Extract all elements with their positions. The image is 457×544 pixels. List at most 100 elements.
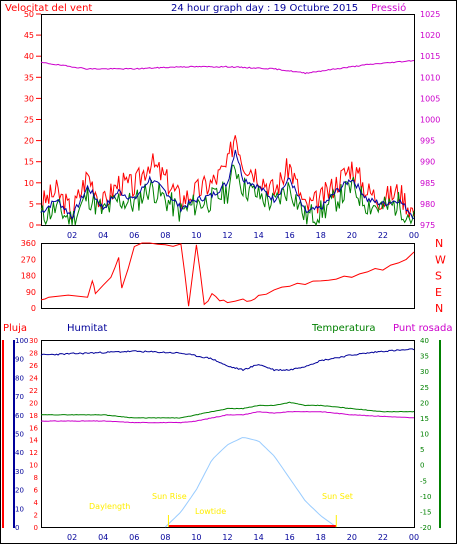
header-right-label: Pressió bbox=[371, 2, 406, 14]
label-dewpoint: Punt rosada bbox=[393, 323, 452, 334]
humidity-axis-label: 30 bbox=[15, 468, 24, 476]
wind-axis-label: 45 bbox=[24, 31, 34, 40]
annotation-sunrise: Sun Rise bbox=[152, 492, 187, 501]
wind-axis-label: 15 bbox=[24, 158, 34, 167]
pressure-axis-label: 1010 bbox=[420, 73, 440, 82]
pressure-line bbox=[40, 60, 415, 75]
panel-wind-left-axis: 0 5 10 15 20 25 30 35 40 45 50 bbox=[24, 10, 41, 230]
annotation-lowtide: Lowtide bbox=[195, 507, 226, 516]
panel-humidity-axis-lines bbox=[2, 340, 441, 528]
label-rain: Pluja bbox=[3, 323, 27, 334]
direction-axis-label: 270 bbox=[21, 255, 36, 264]
rain-axis-label: 20 bbox=[29, 399, 38, 407]
temp-axis-label: -10 bbox=[420, 493, 431, 501]
rain-axis-label: 28 bbox=[29, 349, 38, 357]
temp-axis-label: -15 bbox=[420, 508, 431, 516]
compass-label: W bbox=[435, 253, 446, 266]
temp-axis-label: 20 bbox=[420, 399, 429, 407]
wind-axis-label: 50 bbox=[24, 10, 34, 19]
humidity-axis-label: 10 bbox=[15, 505, 24, 513]
wind-axis-label: 30 bbox=[24, 94, 34, 103]
humidity-axis-label: 50 bbox=[15, 431, 24, 439]
annotation-daylength: Daylength bbox=[89, 502, 130, 511]
x-tick-label: 06 bbox=[129, 231, 139, 240]
pressure-axis-label: 975 bbox=[420, 221, 435, 230]
rain-axis-label: 30 bbox=[29, 337, 38, 345]
temperature-line bbox=[40, 401, 415, 419]
wind-axis-label: 0 bbox=[29, 221, 34, 230]
x-tick-label: 10 bbox=[191, 231, 201, 240]
x-tick-label: 12 bbox=[222, 231, 232, 240]
panel-wind-frame bbox=[41, 14, 415, 226]
temp-axis-label: 5 bbox=[420, 446, 424, 454]
x-tick-label: 16 bbox=[285, 533, 295, 542]
compass-label: N bbox=[435, 302, 443, 315]
header-left-label: Velocitat del vent bbox=[5, 3, 92, 14]
humidity-axis-label: 100 bbox=[15, 337, 28, 345]
annotation-sunset: Sun Set bbox=[322, 492, 353, 501]
wind-axis-label: 25 bbox=[24, 116, 34, 125]
wind-axis-label: 5 bbox=[29, 200, 34, 209]
rain-axis-label: 22 bbox=[29, 387, 38, 395]
pressure-axis-label: 985 bbox=[420, 179, 435, 188]
pressure-axis-label: 1020 bbox=[420, 31, 440, 40]
rain-axis-label: 14 bbox=[29, 437, 38, 445]
x-tick-label: 20 bbox=[347, 533, 357, 542]
compass-label: N bbox=[435, 237, 443, 250]
x-tick-label: 22 bbox=[378, 533, 388, 542]
rain-axis-label: 6 bbox=[34, 487, 39, 495]
pressure-axis-label: 1005 bbox=[420, 94, 440, 103]
humidity-line bbox=[40, 348, 415, 372]
rain-axis-label: 26 bbox=[29, 362, 38, 370]
pressure-axis-label: 980 bbox=[420, 200, 435, 209]
wind-axis-label: 10 bbox=[24, 179, 34, 188]
rain-axis-label: 24 bbox=[29, 374, 38, 382]
direction-line bbox=[40, 242, 415, 307]
rain-axis-label: 10 bbox=[29, 462, 38, 470]
compass-label: E bbox=[435, 286, 442, 299]
gust-line bbox=[40, 135, 415, 220]
temp-axis-label: 0 bbox=[420, 462, 424, 470]
panel-humidity-humidity-axis: 0 10 20 30 40 50 60 70 80 90 100 bbox=[15, 337, 28, 532]
rain-axis-label: 18 bbox=[29, 412, 38, 420]
rain-axis-label: 8 bbox=[34, 474, 38, 482]
pressure-axis-label: 1015 bbox=[420, 52, 440, 61]
label-temperature: Temperatura bbox=[311, 323, 376, 334]
wind-axis-label: 35 bbox=[24, 73, 34, 82]
temp-axis-label: 10 bbox=[420, 431, 429, 439]
humidity-axis-label: 0 bbox=[15, 524, 19, 532]
pressure-axis-label: 1000 bbox=[420, 116, 440, 125]
x-tick-label: 14 bbox=[253, 231, 263, 240]
x-tick-label: 06 bbox=[129, 533, 139, 542]
temp-axis-label: 40 bbox=[420, 337, 429, 345]
temp-axis-label: 30 bbox=[420, 368, 429, 376]
pressure-axis-label: 995 bbox=[420, 137, 435, 146]
panel-humidity-series bbox=[40, 348, 415, 528]
panel-direction-frame bbox=[41, 243, 415, 309]
x-tick-label: 18 bbox=[316, 231, 326, 240]
direction-axis-label: 180 bbox=[21, 272, 36, 281]
direction-axis-label: 0 bbox=[31, 304, 36, 313]
x-tick-label: 04 bbox=[98, 533, 108, 542]
label-humidity: Humitat bbox=[67, 323, 107, 334]
x-tick-label: 08 bbox=[160, 231, 170, 240]
temp-axis-label: -20 bbox=[420, 524, 431, 532]
rain-axis-label: 0 bbox=[34, 524, 38, 532]
rain-axis-label: 2 bbox=[34, 512, 38, 520]
temp-axis-label: -5 bbox=[420, 477, 427, 485]
temp-axis-label: 25 bbox=[420, 384, 429, 392]
humidity-axis-label: 80 bbox=[15, 374, 24, 382]
x-tick-label: 14 bbox=[253, 533, 263, 542]
rain-axis-label: 4 bbox=[34, 499, 39, 507]
x-tick-label: 10 bbox=[191, 533, 201, 542]
panel-wind-right-axis: 975 980 985 990 995 1000 1005 1010 1015 1020 1025 bbox=[420, 10, 440, 230]
humidity-axis-label: 70 bbox=[15, 393, 24, 401]
x-tick-label: 18 bbox=[316, 533, 326, 542]
panel-humidity-frame bbox=[41, 340, 415, 528]
panel-wind-series bbox=[40, 60, 415, 227]
humidity-axis-label: 60 bbox=[15, 412, 24, 420]
